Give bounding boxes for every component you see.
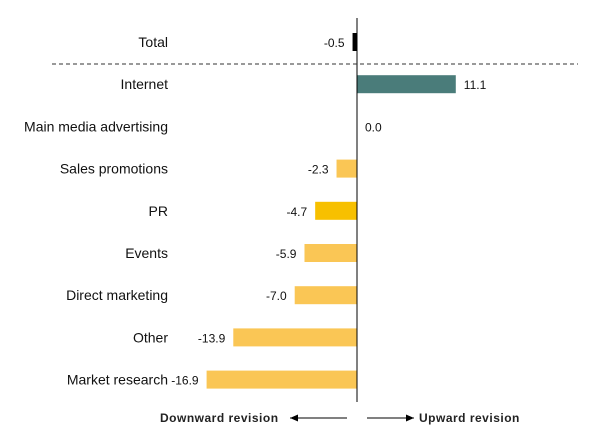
bar-internet <box>357 75 456 94</box>
category-label-sales-promotions: Sales promotions <box>60 161 168 177</box>
value-label-pr: -4.7 <box>286 205 307 219</box>
category-label-other: Other <box>133 329 168 345</box>
upward-revision-label: Upward revision <box>419 411 520 425</box>
bar-sales-promotions <box>336 159 357 178</box>
value-label-direct-marketing: -7.0 <box>266 289 287 303</box>
bar-total <box>352 33 357 51</box>
value-label-main-media-advertising: 0.0 <box>365 120 382 134</box>
value-label-market-research: -16.9 <box>171 374 199 388</box>
category-label-pr: PR <box>149 203 168 219</box>
value-label-events: -5.9 <box>276 247 297 261</box>
category-label-direct-marketing: Direct marketing <box>66 287 168 303</box>
bar-other <box>233 328 357 347</box>
bars-group <box>206 33 456 389</box>
left-arrow-icon <box>290 414 347 422</box>
category-label-main-media-advertising: Main media advertising <box>24 118 168 134</box>
category-label-events: Events <box>125 245 168 261</box>
category-label-total: Total <box>138 34 168 50</box>
value-labels-group: -0.5 11.1 0.0 -2.3 -4.7 -5.9 -7.0 -13.9 -16.9 <box>171 36 486 388</box>
category-label-internet: Internet <box>121 76 169 92</box>
bar-events <box>304 244 357 262</box>
right-arrow-icon <box>367 414 414 422</box>
bar-market-research <box>206 370 357 389</box>
category-label-market-research: Market research <box>67 372 168 388</box>
value-label-other: -13.9 <box>198 331 226 345</box>
bar-direct-marketing <box>294 286 357 305</box>
value-label-internet: 11.1 <box>464 78 487 92</box>
value-label-sales-promotions: -2.3 <box>308 163 329 177</box>
value-label-total: -0.5 <box>324 36 345 50</box>
category-labels-group: Total Internet Main media advertising Sales… <box>24 34 168 388</box>
downward-revision-label: Downward revision <box>160 411 279 425</box>
bar-pr <box>315 201 357 220</box>
